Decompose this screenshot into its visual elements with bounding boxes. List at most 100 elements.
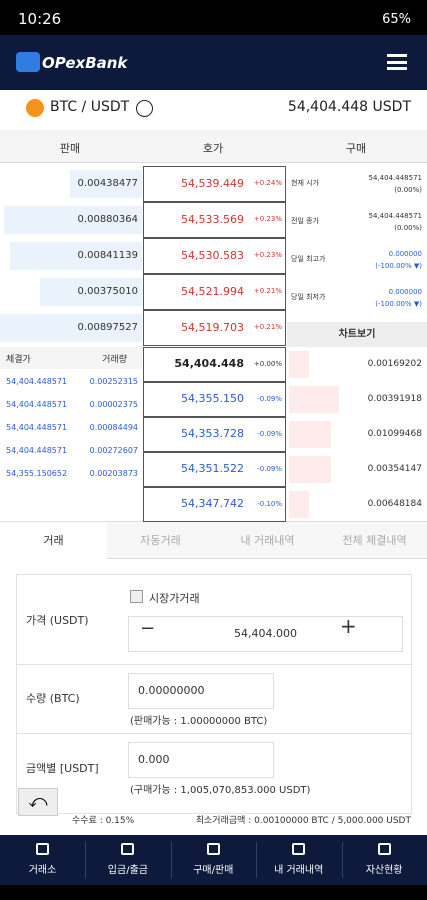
trade-price: 54,404.448571 xyxy=(6,377,68,386)
current-change: +0.00% xyxy=(253,360,282,368)
trade-qty: 0.00272607 xyxy=(89,446,138,455)
bid-box xyxy=(143,382,286,417)
ask-price: 54,539.449 xyxy=(181,177,244,190)
ask-depth xyxy=(4,206,142,234)
info-value: 0.000000 xyxy=(388,288,422,296)
pair-dropdown[interactable] xyxy=(136,100,153,117)
ask-change: +0.24% xyxy=(253,179,282,187)
trades-header: 체결가 xyxy=(6,355,31,365)
book-header xyxy=(0,130,427,163)
menu-button[interactable] xyxy=(387,54,407,70)
tab[interactable]: 내 거래내역 xyxy=(240,534,295,547)
bid-qty: 0.00169202 xyxy=(367,359,422,369)
ask-price: 54,521.994 xyxy=(181,285,244,298)
min-trade: 최소거래금액 : 0.00100000 BTC / 5,000.000 USDT xyxy=(195,816,411,826)
tab[interactable]: 자동거래 xyxy=(140,534,181,547)
bid-box xyxy=(143,452,286,487)
book-tab: 판매 xyxy=(59,142,81,155)
bid-price: 54,355.150 xyxy=(181,392,244,405)
bid-qty: 0.00391918 xyxy=(367,394,422,404)
ask-depth xyxy=(70,170,142,198)
trade-qty: 0.00002375 xyxy=(89,400,138,409)
label: 가격 (USDT) xyxy=(26,614,89,627)
market-checkbox[interactable] xyxy=(130,590,143,603)
qty-input[interactable] xyxy=(128,673,274,709)
bid-depth xyxy=(289,386,339,413)
nav-item[interactable]: 입금/출금 xyxy=(107,865,148,876)
ask-box xyxy=(143,202,286,238)
chart-button[interactable]: 차트보기 xyxy=(287,322,427,347)
info-change: (0.00%) xyxy=(394,224,422,232)
nav-icon xyxy=(292,843,306,855)
fee: 수수료 : 0.15% xyxy=(72,816,135,826)
price-input[interactable] xyxy=(128,616,403,652)
plus-button[interactable]: + xyxy=(340,614,357,638)
trade-price: 54,404.448571 xyxy=(6,446,68,455)
ask-depth xyxy=(40,278,142,306)
trade-price: 54,404.448571 xyxy=(6,423,68,432)
available: (판매가능 : 1.00000000 BTC) xyxy=(130,716,268,727)
status-battery: 65% xyxy=(382,12,411,27)
bid-depth xyxy=(289,456,331,483)
divider xyxy=(16,733,412,734)
bid-box xyxy=(143,417,286,452)
status-bar xyxy=(0,0,427,35)
back-button[interactable]: ⤺ xyxy=(18,788,58,816)
minus-button[interactable]: − xyxy=(140,618,156,639)
bid-change: -0.09% xyxy=(257,430,282,438)
nav-icon xyxy=(36,843,49,855)
info-change: (-100.00% ▼) xyxy=(375,262,422,270)
price-value: 54,404.000 xyxy=(234,627,297,640)
ask-box xyxy=(143,310,286,346)
nav-icon xyxy=(121,843,135,855)
divider xyxy=(16,664,412,665)
tab[interactable]: 전체 체결내역 xyxy=(342,534,407,547)
trade-qty: 0.00203873 xyxy=(89,469,138,478)
bid-box xyxy=(143,487,286,522)
current-price: 54,404.448 xyxy=(174,357,244,370)
ask-box xyxy=(143,274,286,310)
bid-price: 54,347.742 xyxy=(181,497,244,510)
pair-name[interactable]: BTC / USDT xyxy=(50,99,130,115)
info-value: 54,404.448571 xyxy=(368,212,422,220)
ask-box xyxy=(143,238,286,274)
nav-item[interactable]: 내 거래내역 xyxy=(274,865,324,876)
nav-item[interactable]: 거래소 xyxy=(28,865,57,876)
checkbox-label[interactable]: 시장가거래 xyxy=(149,592,200,605)
coin-icon xyxy=(26,99,44,117)
info-value: 54,404.448571 xyxy=(368,174,422,182)
ask-price: 54,530.583 xyxy=(181,249,244,262)
bid-change: -0.09% xyxy=(257,465,282,473)
nav-item[interactable]: 구매/판매 xyxy=(193,865,234,876)
bid-qty: 0.01099468 xyxy=(367,429,422,439)
ask-depth xyxy=(10,242,142,270)
nav-divider xyxy=(341,842,343,878)
logo-icon xyxy=(16,52,40,72)
amount-value: 0.000 xyxy=(138,753,170,766)
ask-qty: 0.00375010 xyxy=(77,286,138,297)
nav-item[interactable]: 자산현황 xyxy=(365,865,403,876)
book-tab: 구매 xyxy=(345,142,367,155)
bid-depth xyxy=(289,491,309,518)
ask-qty: 0.00438477 xyxy=(77,178,138,189)
amount-input[interactable] xyxy=(128,742,274,778)
ask-change: +0.23% xyxy=(253,215,282,223)
current-box xyxy=(143,347,286,382)
status-time: 10:26 xyxy=(18,10,62,28)
label: 수량 (BTC) xyxy=(26,692,80,705)
trade-price: 54,355.150652 xyxy=(6,469,68,478)
trades-header: 거래량 xyxy=(102,355,127,365)
ask-change: +0.23% xyxy=(253,251,282,259)
ask-depth xyxy=(0,314,142,342)
ask-change: +0.21% xyxy=(253,287,282,295)
available: (구매가능 : 1,005,070,853.000 USDT) xyxy=(130,785,311,796)
trade-qty: 0.00252315 xyxy=(89,377,138,386)
nav-icon xyxy=(377,843,391,855)
bid-qty: 0.00648184 xyxy=(367,499,422,509)
info-label: 현재 시가 xyxy=(291,179,319,187)
info-label: 당일 최고가 xyxy=(291,255,326,263)
info-label: 당일 최저가 xyxy=(291,293,326,301)
tab[interactable]: 거래 xyxy=(43,534,64,547)
ask-qty: 0.00897527 xyxy=(77,322,138,333)
nav-divider xyxy=(85,842,87,878)
